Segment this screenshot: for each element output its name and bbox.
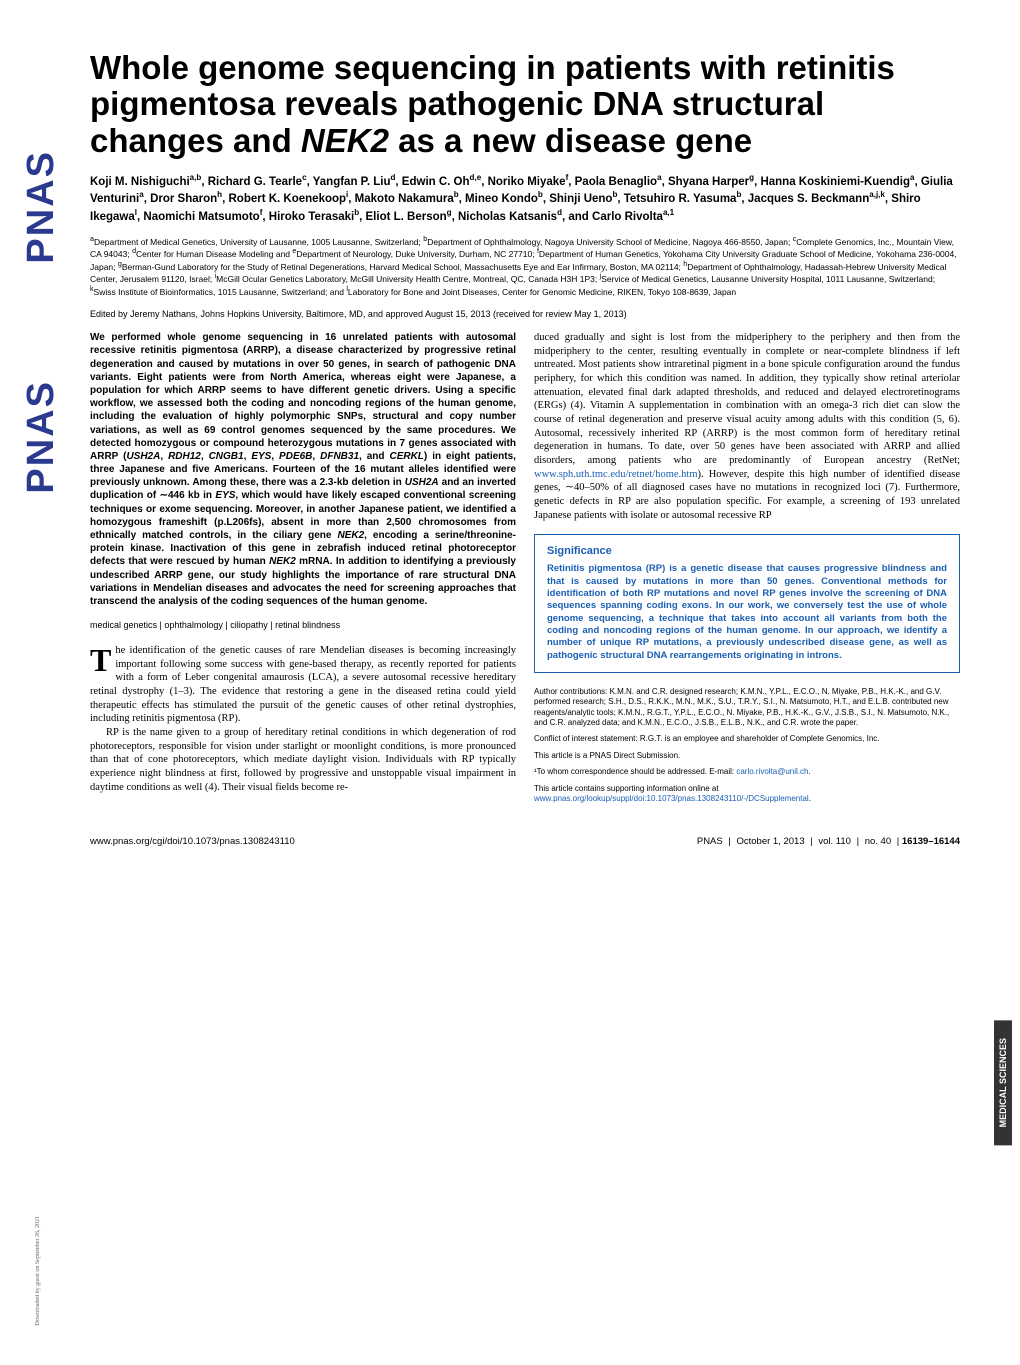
pnas-logo-vertical-2: PNAS [20,380,63,494]
two-column-layout: We performed whole genome sequencing in … [90,331,960,810]
download-note: Downloaded by guest on September 26, 202… [35,1216,41,1325]
correspondence: ¹To whom correspondence should be addres… [534,767,960,777]
body-text-left: The identification of the genetic causes… [90,644,516,794]
retnet-link[interactable]: www.sph.uth.tmc.edu/retnet/home.htm [534,469,698,480]
supplemental-info: This article contains supporting informa… [534,784,960,805]
abstract: We performed whole genome sequencing in … [90,331,516,608]
body-p2: RP is the name given to a group of hered… [90,726,516,794]
left-column: We performed whole genome sequencing in … [90,331,516,810]
direct-submission: This article is a PNAS Direct Submission… [534,751,960,761]
body-text-right: duced gradually and sight is lost from t… [534,331,960,522]
article-title: Whole genome sequencing in patients with… [90,50,960,159]
significance-box: Significance Retinitis pigmentosa (RP) i… [534,534,960,673]
author-contributions: Author contributions: K.M.N. and C.R. de… [534,687,960,729]
page-footer: www.pnas.org/cgi/doi/10.1073/pnas.130824… [90,830,960,847]
dropcap: T [90,644,115,675]
editor-line: Edited by Jeremy Nathans, Johns Hopkins … [90,309,960,319]
significance-body: Retinitis pigmentosa (RP) is a genetic d… [547,563,947,662]
footer-citation: PNAS | October 1, 2013 | vol. 110 | no. … [694,836,960,847]
conflict-statement: Conflict of interest statement: R.G.T. i… [534,734,960,744]
footer-doi: www.pnas.org/cgi/doi/10.1073/pnas.130824… [90,836,295,847]
pnas-logo-vertical-1: PNAS [20,150,63,264]
affiliations: aDepartment of Medical Genetics, Univers… [90,235,960,297]
email-link[interactable]: carlo.rivolta@unil.ch [736,767,808,776]
body-r-p1a: duced gradually and sight is lost from t… [534,332,960,466]
body-p1: he identification of the genetic causes … [90,645,516,724]
right-column: duced gradually and sight is lost from t… [534,331,960,810]
authors-list: Koji M. Nishiguchia,b, Richard G. Tearle… [90,173,960,225]
section-tab: MEDICAL SCIENCES [994,1020,1012,1145]
keywords: medical genetics | ophthalmology | cilio… [90,620,516,630]
page-container: PNAS PNAS MEDICAL SCIENCES Downloaded by… [0,0,1020,1365]
significance-title: Significance [547,545,947,557]
footnotes: Author contributions: K.M.N. and C.R. de… [534,687,960,805]
suppl-link[interactable]: www.pnas.org/lookup/suppl/doi:10.1073/pn… [534,794,809,803]
